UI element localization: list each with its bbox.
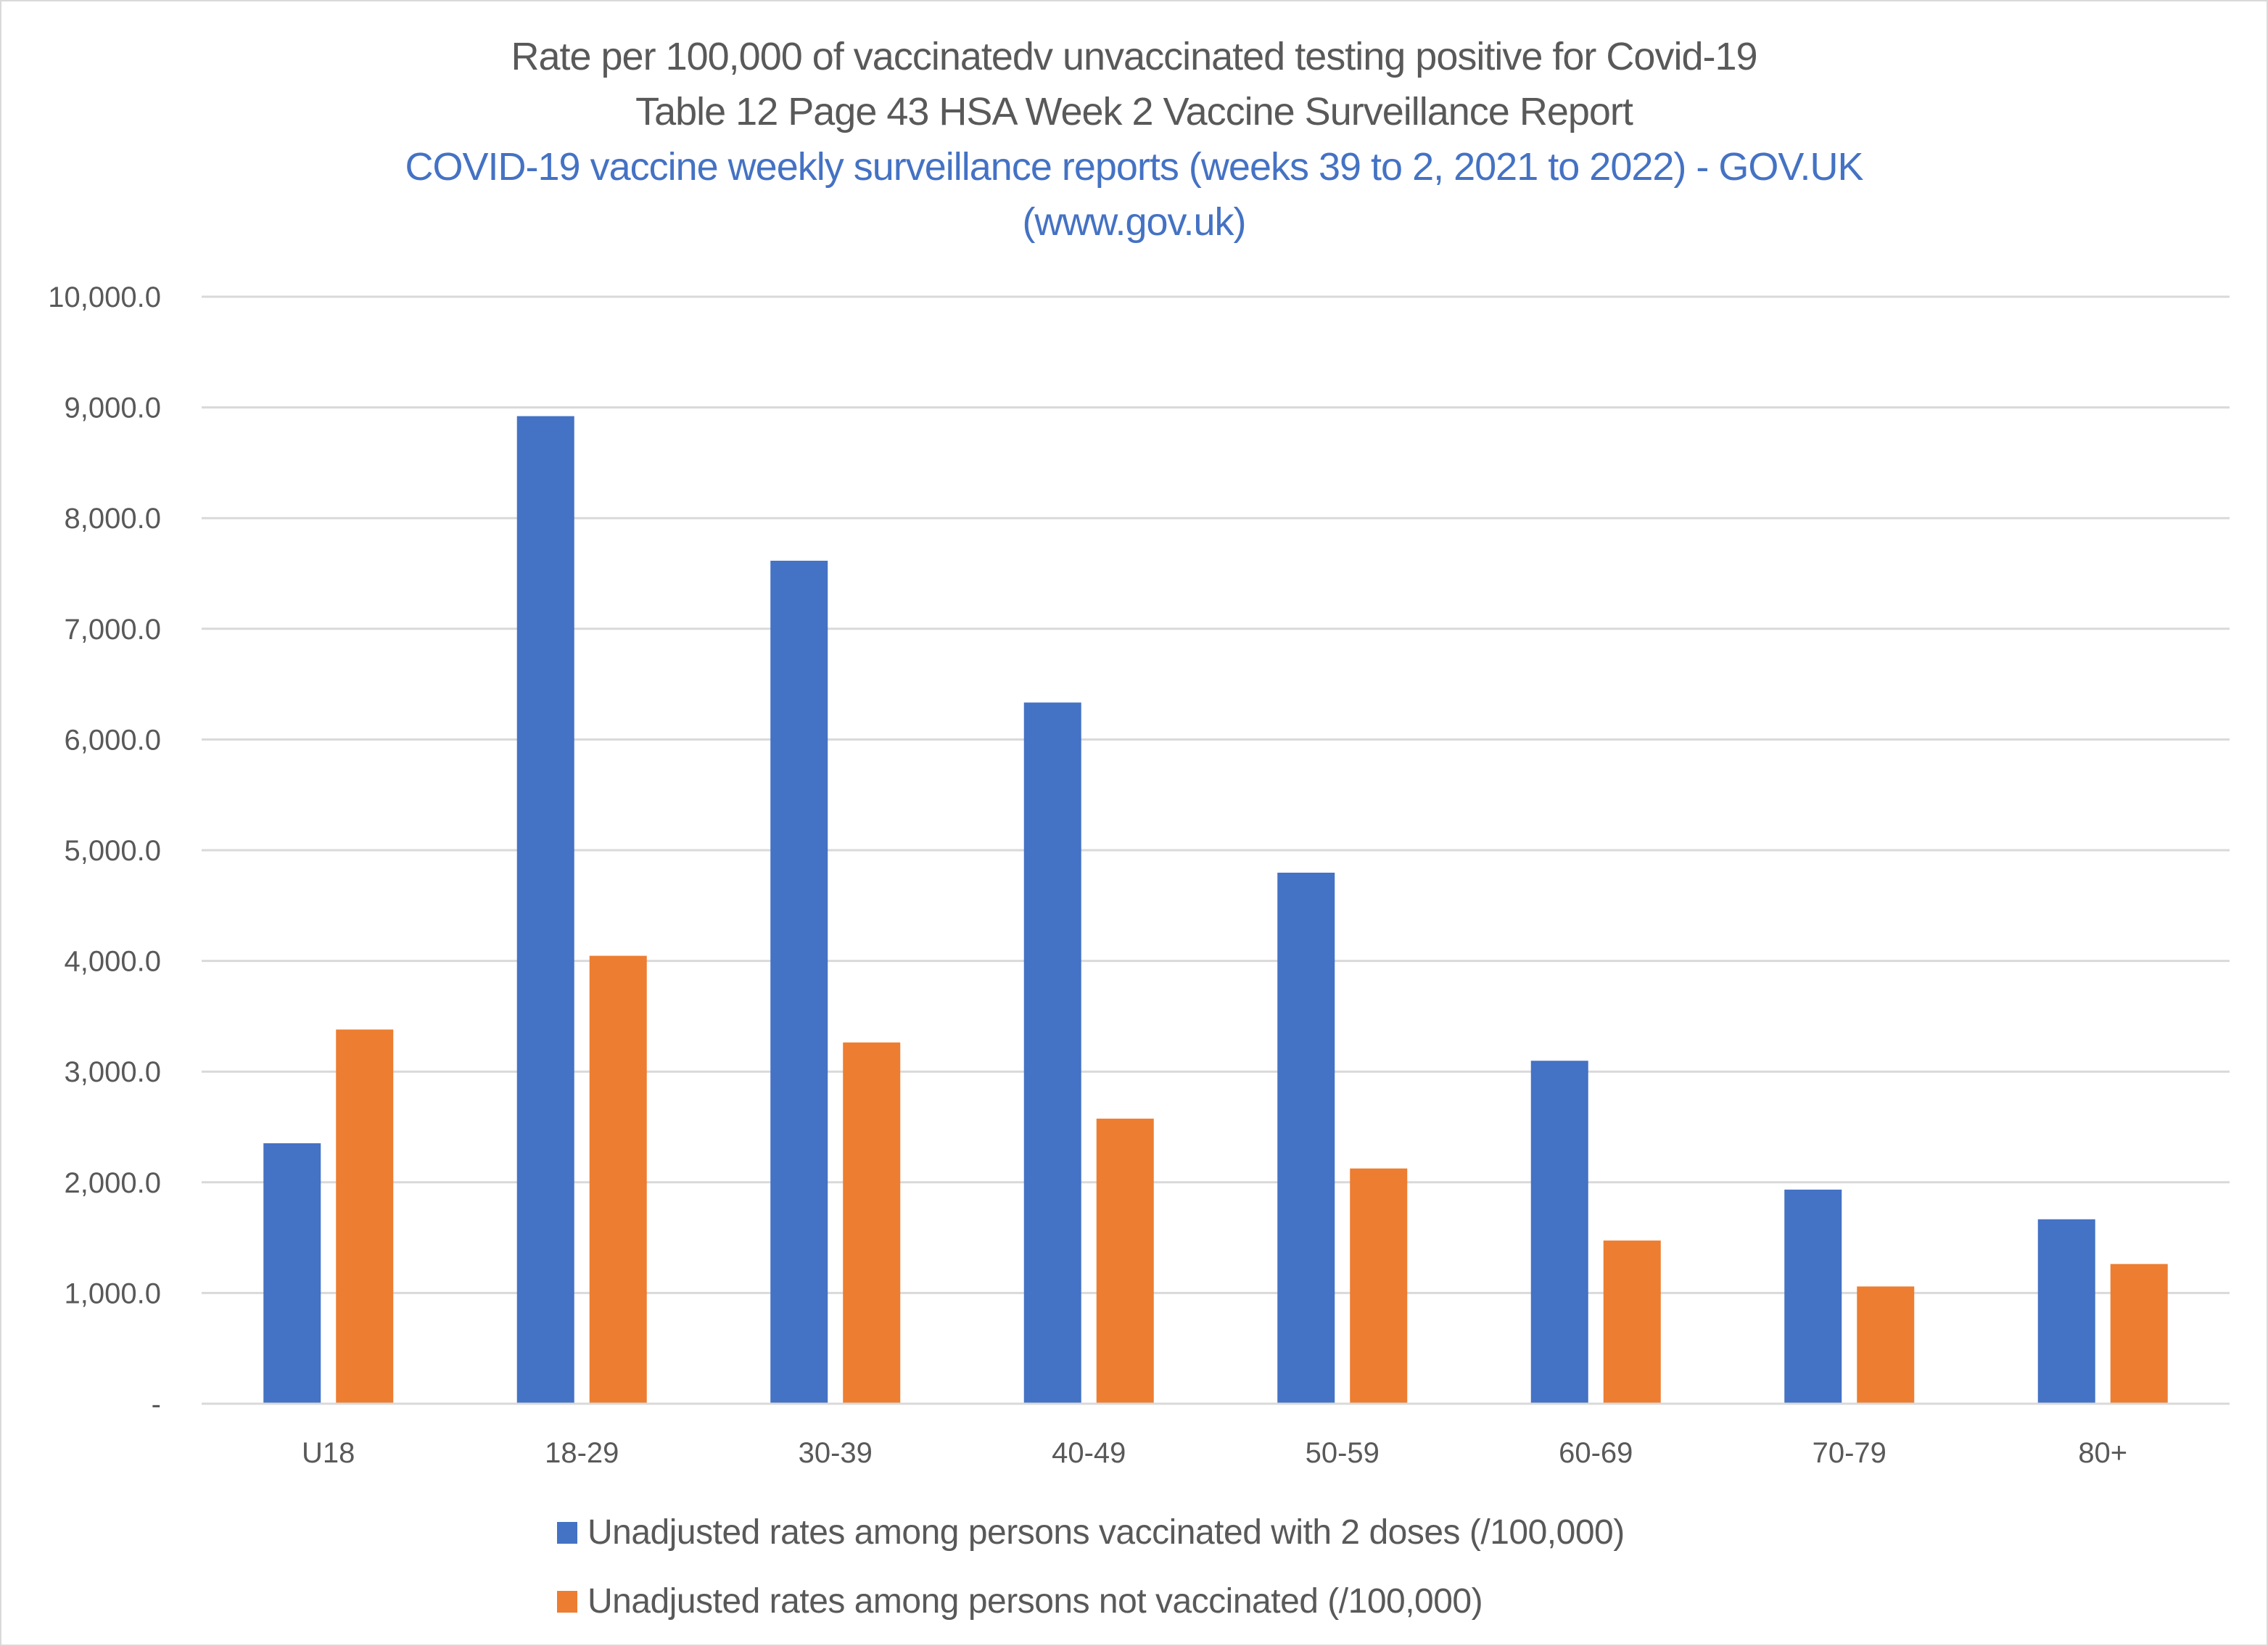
bars <box>263 416 2168 1404</box>
x-tick-label: 18-29 <box>545 1437 619 1469</box>
bar-not-vaccinated-50-59 <box>1350 1168 1408 1404</box>
source-link-line-1[interactable]: COVID-19 vaccine weekly surveillance rep… <box>405 145 1864 189</box>
bar-vaccinated-60-69 <box>1530 1061 1588 1404</box>
bar-not-vaccinated-70-79 <box>1857 1286 1915 1404</box>
y-tick-label: 6,000.0 <box>65 724 161 756</box>
y-axis-ticks: - 1,000.0 2,000.0 3,000.0 4,000.0 5,000.0 6,00… <box>48 281 161 1420</box>
bar-not-vaccinated-18-29 <box>589 955 647 1404</box>
y-tick-label: 4,000.0 <box>65 946 161 978</box>
bar-vaccinated-18-29 <box>516 416 574 1404</box>
bar-not-vaccinated-u18 <box>336 1029 394 1404</box>
x-tick-label: U18 <box>302 1437 355 1469</box>
x-tick-label: 30-39 <box>799 1437 873 1469</box>
chart-title: Rate per 100,000 of vaccinatedv unvaccin… <box>511 35 1757 78</box>
bar-vaccinated-40-49 <box>1023 702 1081 1404</box>
x-tick-label: 50-59 <box>1306 1437 1380 1469</box>
legend-label-not-vaccinated: Unadjusted rates among persons not vacci… <box>587 1582 1483 1621</box>
legend: Unadjusted rates among persons vaccinate… <box>557 1498 1625 1636</box>
y-tick-label: - <box>152 1388 161 1420</box>
y-tick-label: 2,000.0 <box>65 1167 161 1199</box>
x-axis-ticks: U18 18-29 30-39 40-49 50-59 60-69 70-79 80+ <box>202 1402 2230 1469</box>
y-tick-label: 7,000.0 <box>65 614 161 646</box>
bar-vaccinated-50-59 <box>1277 872 1335 1404</box>
x-tick-label: 60-69 <box>1559 1437 1633 1469</box>
y-tick-label: 10,000.0 <box>48 281 161 313</box>
y-tick-label: 8,000.0 <box>65 503 161 535</box>
legend-label-vaccinated: Unadjusted rates among persons vaccinate… <box>587 1513 1625 1552</box>
y-tick-label: 5,000.0 <box>65 835 161 867</box>
x-tick-label: 70-79 <box>1813 1437 1886 1469</box>
legend-item-not-vaccinated[interactable]: Unadjusted rates among persons not vacci… <box>557 1567 1625 1636</box>
chart-subtitle: Table 12 Page 43 HSA Week 2 Vaccine Surv… <box>635 90 1633 133</box>
source-link-line-2[interactable]: (www.gov.uk) <box>1022 200 1246 244</box>
bar-vaccinated-30-39 <box>770 560 828 1404</box>
y-tick-label: 3,000.0 <box>65 1056 161 1088</box>
legend-swatch-vaccinated <box>557 1521 577 1544</box>
y-tick-label: 9,000.0 <box>65 392 161 424</box>
bar-not-vaccinated-60-69 <box>1603 1240 1661 1404</box>
y-tick-label: 1,000.0 <box>65 1277 161 1309</box>
gridlines <box>202 295 2230 1405</box>
bar-not-vaccinated-30-39 <box>843 1042 901 1404</box>
chart-title-block: Rate per 100,000 of vaccinatedv unvaccin… <box>0 29 2268 250</box>
legend-item-vaccinated[interactable]: Unadjusted rates among persons vaccinate… <box>557 1498 1625 1567</box>
bar-vaccinated-70-79 <box>1784 1189 1842 1404</box>
bar-not-vaccinated-80-plus <box>2110 1264 2168 1404</box>
legend-swatch-not-vaccinated <box>557 1590 577 1613</box>
bar-not-vaccinated-40-49 <box>1096 1119 1154 1404</box>
bar-vaccinated-u18 <box>263 1143 321 1404</box>
bar-vaccinated-80-plus <box>2037 1219 2095 1404</box>
x-tick-label: 80+ <box>2078 1437 2127 1469</box>
x-tick-label: 40-49 <box>1052 1437 1126 1469</box>
